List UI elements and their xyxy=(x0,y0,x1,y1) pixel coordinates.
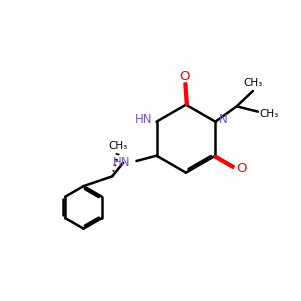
Text: HN: HN xyxy=(113,156,130,169)
Text: O: O xyxy=(179,70,190,83)
Text: HN: HN xyxy=(135,113,152,126)
Text: CH₃: CH₃ xyxy=(244,78,263,88)
Text: CH₃: CH₃ xyxy=(259,109,279,119)
Text: N: N xyxy=(219,113,228,126)
Text: O: O xyxy=(236,162,247,175)
Text: CH₃: CH₃ xyxy=(108,141,128,151)
